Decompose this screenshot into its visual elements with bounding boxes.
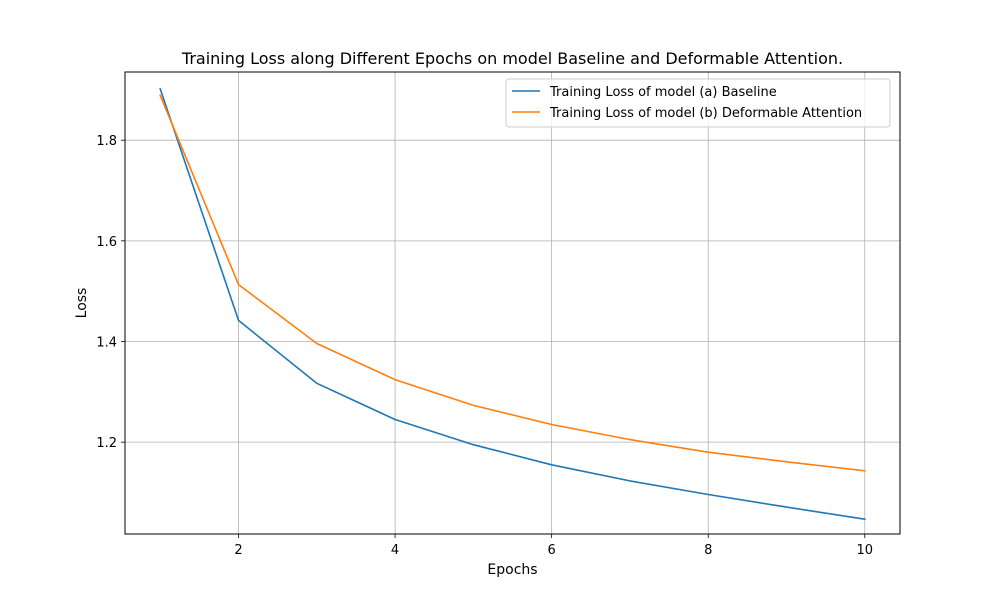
tick-layer: 2 4 6 8 10 1.2 1.4 1.6 1.8: [96, 134, 873, 558]
grid-layer: [125, 72, 900, 534]
series-line-2: [159, 94, 866, 472]
series-line-1: [159, 87, 866, 521]
y-axis-label: Loss: [74, 288, 90, 319]
x-tick-label: 10: [856, 543, 873, 558]
legend-label-1: Training Loss of model (a) Baseline: [549, 85, 777, 100]
x-tick-label: 4: [391, 543, 399, 558]
y-tick-label: 1.6: [96, 235, 117, 250]
x-tick-label: 6: [548, 543, 556, 558]
chart-title: Training Loss along Different Epochs on …: [181, 49, 843, 68]
legend-label-2: Training Loss of model (b) Deformable At…: [549, 106, 862, 121]
plot-frame: [124, 71, 901, 535]
y-tick-label: 1.8: [96, 134, 117, 149]
series-layer: [159, 87, 866, 521]
y-tick-label: 1.2: [96, 436, 117, 451]
legend-box: [505, 78, 891, 128]
x-axis-label: Epochs: [487, 562, 537, 578]
legend: Training Loss of model (a) Baseline Train…: [505, 78, 891, 128]
y-tick-label: 1.4: [96, 336, 117, 351]
x-tick-label: 2: [234, 543, 242, 558]
x-tick-label: 8: [704, 543, 712, 558]
